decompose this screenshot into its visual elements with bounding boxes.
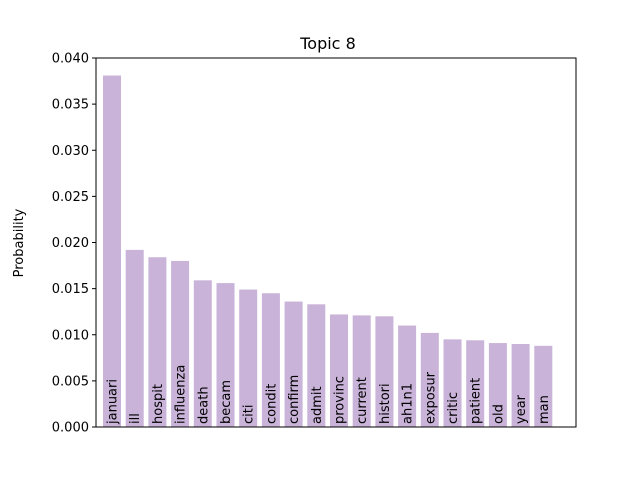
bar-group: [103, 75, 553, 427]
bar-label-condit: condit: [264, 384, 279, 424]
bar-histori: [375, 316, 394, 427]
bar-label-becam: becam: [219, 380, 234, 424]
y-tick-label: 0.005: [52, 374, 89, 389]
bar-ah1n1: [398, 325, 417, 427]
y-axis-label: Probability: [12, 208, 27, 277]
y-tick-label: 0.035: [52, 98, 89, 113]
bar-confirm: [284, 301, 303, 427]
bar-becam: [216, 283, 235, 427]
bar-label-ah1n1: ah1n1: [401, 383, 416, 424]
bar-label-group: januari ill hospit influenza death becam citi c…: [106, 365, 552, 425]
bar-critic: [443, 339, 462, 427]
y-tick-label: 0.025: [52, 190, 89, 205]
bar-death: [193, 280, 212, 427]
bar-old: [488, 343, 507, 427]
plot-frame: [95, 57, 577, 428]
bar-label-death: death: [196, 386, 211, 424]
bar-ill: [125, 249, 144, 427]
bar-label-year: year: [514, 394, 529, 424]
bar-current: [352, 315, 371, 427]
bar-exposur: [420, 332, 439, 427]
bar-provinc: [330, 314, 348, 427]
bar-hospit: [148, 257, 167, 427]
y-tick-label: 0.030: [52, 144, 89, 159]
bar-label-exposur: exposur: [423, 371, 438, 424]
bar-label-old: old: [491, 404, 506, 424]
y-axis: 0.000 0.005 0.010 0.015 0.020 0.025 0.030 0.035…: [52, 52, 96, 436]
bar-label-current: current: [355, 377, 370, 424]
y-tick-label: 0.015: [52, 282, 89, 297]
bar-year: [511, 343, 530, 427]
bar-label-critic: critic: [446, 392, 461, 424]
bar-label-januari: januari: [106, 379, 121, 425]
bar-label-provinc: provinc: [333, 376, 348, 424]
y-tick-label: 0.020: [52, 236, 89, 251]
y-tick-label: 0.000: [52, 421, 89, 436]
bar-condit: [261, 293, 280, 427]
bar-man: [534, 345, 553, 427]
bar-label-confirm: confirm: [287, 375, 302, 424]
bar-label-man: man: [537, 395, 552, 424]
bar-label-ill: ill: [128, 413, 143, 424]
bar-influenza: [171, 260, 190, 427]
bar-label-patient: patient: [469, 378, 484, 424]
bar-januari: [103, 75, 121, 427]
bar-label-influenza: influenza: [174, 365, 189, 424]
bar-label-admit: admit: [310, 386, 325, 424]
y-tick-label: 0.010: [52, 328, 89, 343]
bar-admit: [307, 304, 326, 427]
bar-citi: [239, 289, 258, 427]
chart-title: Topic 8: [299, 34, 356, 53]
y-tick-label: 0.040: [52, 52, 89, 67]
bar-patient: [466, 340, 485, 427]
bar-label-hospit: hospit: [151, 384, 166, 424]
bar-label-histori: histori: [378, 383, 393, 424]
bar-label-citi: citi: [242, 405, 257, 424]
